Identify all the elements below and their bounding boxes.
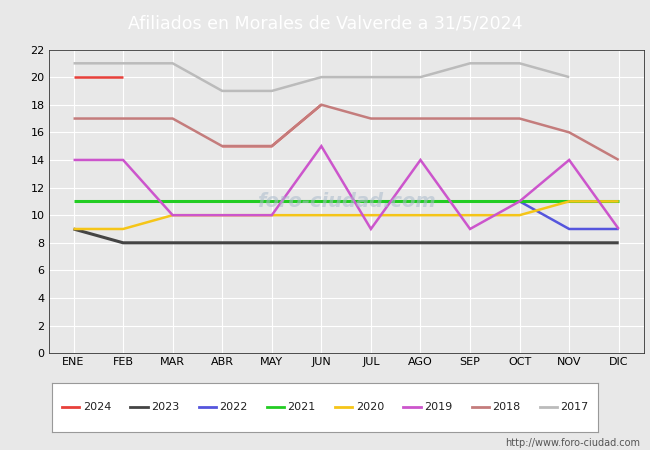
Text: foro-ciudad.com: foro-ciudad.com	[257, 192, 436, 211]
Text: 2018: 2018	[492, 402, 521, 412]
Text: 2022: 2022	[219, 402, 248, 412]
Text: 2024: 2024	[83, 402, 111, 412]
Text: Afiliados en Morales de Valverde a 31/5/2024: Afiliados en Morales de Valverde a 31/5/…	[128, 14, 522, 33]
Text: 2021: 2021	[287, 402, 316, 412]
Text: 2023: 2023	[151, 402, 179, 412]
Text: 2017: 2017	[560, 402, 589, 412]
Text: 2019: 2019	[424, 402, 452, 412]
Text: http://www.foro-ciudad.com: http://www.foro-ciudad.com	[505, 438, 640, 448]
Text: 2020: 2020	[356, 402, 384, 412]
